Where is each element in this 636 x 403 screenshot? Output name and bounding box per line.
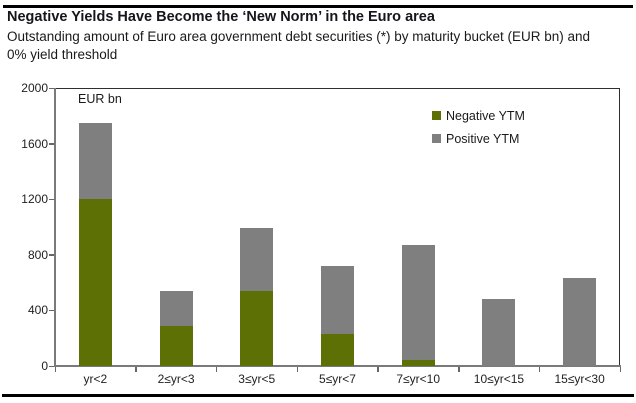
x-axis-category-label: 7≤yr<10 <box>396 372 440 386</box>
legend-label: Positive YTM <box>446 131 520 146</box>
x-axis-line <box>54 365 621 367</box>
y-axis-tick-label: 800 <box>27 247 48 262</box>
bar-segment-negative <box>159 325 193 366</box>
legend-swatch-positive-ytm <box>432 134 441 143</box>
x-axis-tick <box>54 367 56 372</box>
bar-segment-negative <box>240 290 274 366</box>
y-axis-tick <box>49 309 54 312</box>
x-axis-category-label: yr<2 <box>83 372 108 386</box>
legend-label: Negative YTM <box>446 108 525 123</box>
y-axis-tick <box>49 198 54 201</box>
legend-item: Positive YTM <box>432 130 525 147</box>
top-rule <box>3 5 633 8</box>
bar-segment-positive <box>78 122 112 200</box>
bar-segment-positive <box>321 265 354 335</box>
bar-segment-positive <box>159 290 193 326</box>
chart-title: Negative Yields Have Become the ‘New Nor… <box>7 9 435 25</box>
bar-segment-negative <box>78 199 112 366</box>
x-axis-category-label: 3≤yr<5 <box>238 372 276 386</box>
x-axis-tick <box>135 367 137 372</box>
x-axis-tick <box>458 367 460 372</box>
legend-item: Negative YTM <box>432 107 525 124</box>
legend: Negative YTM Positive YTM <box>432 107 525 153</box>
x-axis-tick <box>538 367 541 372</box>
unit-label: EUR bn <box>78 92 122 106</box>
x-axis-tick <box>215 367 218 372</box>
y-axis-tick-label: 400 <box>27 303 48 318</box>
y-axis-tick <box>49 254 54 256</box>
x-axis-tick <box>377 367 379 372</box>
bottom-rule <box>2 394 634 397</box>
y-axis-tick-label: 1600 <box>21 136 48 151</box>
x-axis-tick <box>296 367 299 372</box>
bar-segment-positive <box>563 278 597 366</box>
y-axis-tick-label: 0 <box>41 359 48 373</box>
bar-segment-positive <box>482 299 516 366</box>
legend-swatch-negative-ytm <box>432 111 441 120</box>
bar-segment-positive <box>240 228 274 291</box>
y-axis-tick <box>49 87 54 89</box>
x-axis-category-label: 2≤yr<3 <box>157 372 195 386</box>
chart-subtitle: Outstanding amount of Euro area governme… <box>7 29 591 62</box>
x-axis-category-label: 10≤yr<15 <box>473 372 525 386</box>
y-axis-line <box>54 88 56 367</box>
x-axis-category-label: 15≤yr<30 <box>554 372 605 386</box>
x-axis-category-label: 5≤yr<7 <box>319 372 356 386</box>
bar-segment-positive <box>401 245 435 361</box>
bar-segment-negative <box>321 334 354 366</box>
bar-segment-negative <box>401 360 435 366</box>
y-axis-tick <box>49 365 54 367</box>
y-axis-tick-label: 1200 <box>21 192 48 207</box>
x-axis-tick <box>619 367 621 372</box>
y-axis-tick-label: 2000 <box>21 81 48 95</box>
y-axis-tick <box>49 143 54 145</box>
